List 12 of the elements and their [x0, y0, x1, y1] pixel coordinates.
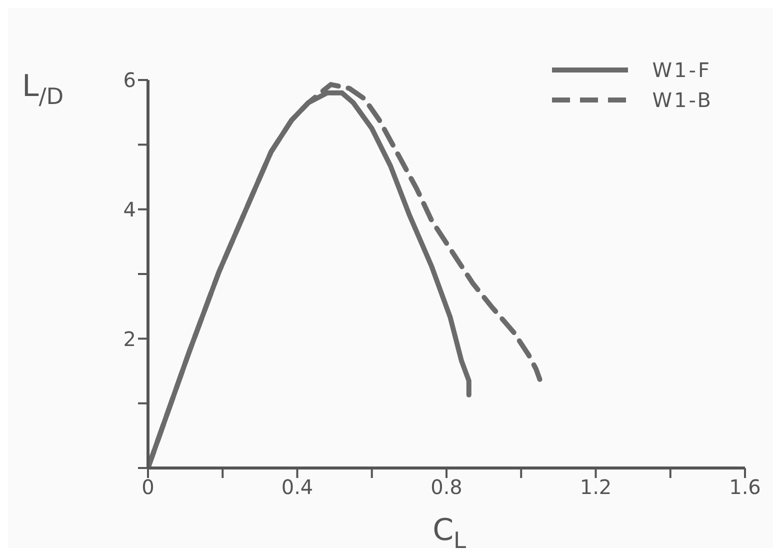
x-tick-label: 0 — [142, 475, 154, 500]
legend-label: W1-F — [652, 58, 712, 82]
x-tick-label: 0.8 — [430, 475, 462, 500]
x-tick-label: 0.4 — [281, 475, 314, 500]
y-tick-label: 4 — [123, 197, 136, 222]
y-axis-title: L$_{/D}$ — [22, 69, 64, 110]
x-tick-label: 1.6 — [729, 475, 761, 500]
y-tick-label: 6 — [123, 68, 136, 92]
legend-label: W1-B — [652, 88, 713, 112]
x-axis-title: C$_{L}$ — [432, 513, 467, 554]
y-tick-label: 2 — [123, 326, 136, 351]
x-tick-label: 1.2 — [580, 475, 612, 500]
